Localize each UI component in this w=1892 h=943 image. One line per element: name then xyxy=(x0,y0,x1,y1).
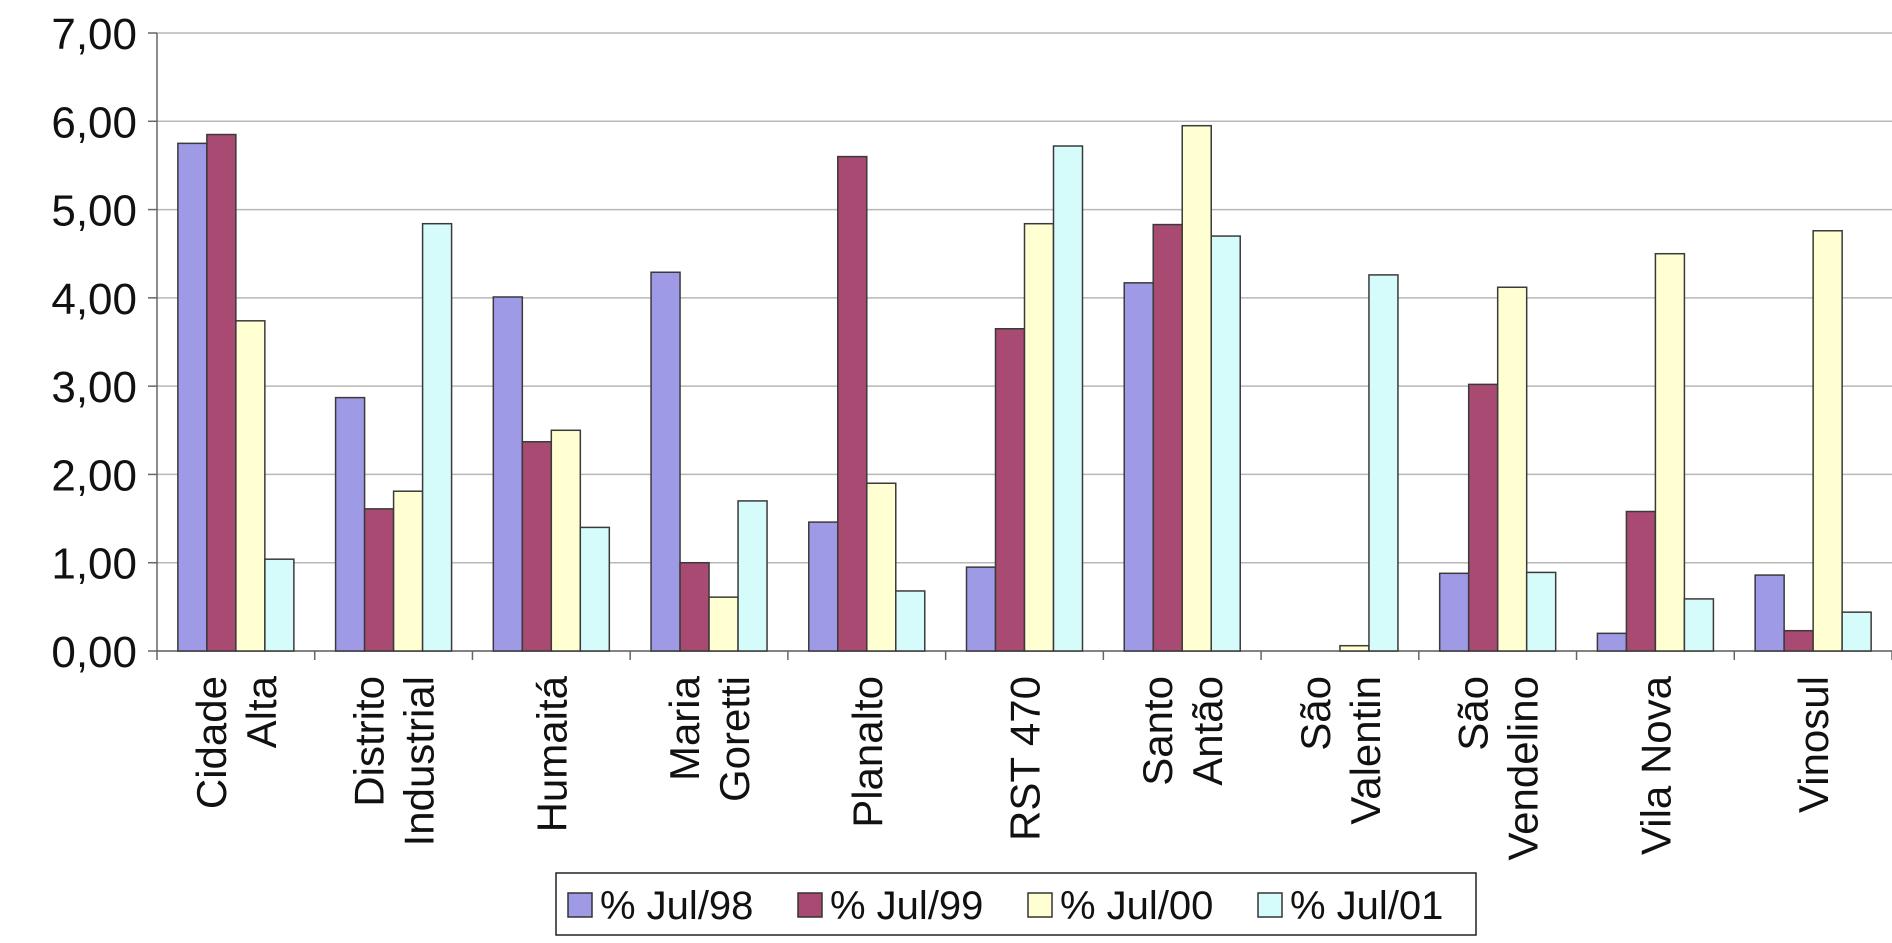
y-tick-label: 5,00 xyxy=(51,187,137,236)
bar-3-series-2 xyxy=(521,441,553,652)
bar-10-series-3 xyxy=(1654,252,1686,652)
bar-8-series-4 xyxy=(1368,274,1399,652)
x-category-label: São xyxy=(1450,676,1497,751)
x-category-label: Goretti xyxy=(711,676,758,802)
bar-2-series-2 xyxy=(363,508,395,652)
legend-label: % Jul/99 xyxy=(830,884,983,928)
y-tick-label: 1,00 xyxy=(51,540,137,589)
bar-5-series-2 xyxy=(837,155,868,652)
bar-2-series-1 xyxy=(334,396,366,652)
bar-6-series-4 xyxy=(1052,145,1084,652)
bar-10-series-1 xyxy=(1596,632,1628,652)
bar-2-series-3 xyxy=(392,490,424,652)
bar-6-series-1 xyxy=(965,566,997,652)
bar-6-series-3 xyxy=(1023,222,1055,652)
legend-label: % Jul/98 xyxy=(600,884,753,928)
bar-9-series-2 xyxy=(1467,383,1499,652)
bar-8-series-3 xyxy=(1339,644,1370,652)
y-tick-label: 6,00 xyxy=(51,98,137,147)
legend: % Jul/98 % Jul/99 % Jul/00 % Jul/01 xyxy=(555,872,1477,936)
x-category-label: Santo xyxy=(1134,676,1181,786)
bar-3-series-4 xyxy=(579,526,611,652)
bar-1-series-1 xyxy=(177,142,208,652)
bar-10-series-2 xyxy=(1625,510,1657,652)
bar-7-series-2 xyxy=(1152,223,1183,652)
bar-9-series-1 xyxy=(1438,572,1470,652)
bar-4-series-3 xyxy=(708,596,739,652)
x-category-label: Distrito xyxy=(346,676,393,807)
y-axis-labels: 0,00 1,00 2,00 3,00 4,00 5,00 6,00 7,00 xyxy=(51,10,137,677)
x-category-label: Vendelino xyxy=(1500,676,1547,861)
bar-7-series-1 xyxy=(1123,282,1154,652)
x-category-label: Alta xyxy=(238,675,285,748)
bar-4-series-1 xyxy=(650,271,681,652)
bar-6-series-2 xyxy=(994,328,1026,652)
x-category-label: RST 470 xyxy=(1002,676,1049,841)
legend-label: % Jul/01 xyxy=(1290,884,1443,928)
x-category-label: Vinosul xyxy=(1790,676,1837,813)
y-tick-label: 2,00 xyxy=(51,451,137,500)
bar-5-series-1 xyxy=(808,521,839,652)
y-tick-label: 0,00 xyxy=(51,628,137,677)
x-axis-labels: Cidade Alta Distrito Industrial Humaitá Maria… xyxy=(188,675,1837,860)
bars xyxy=(177,124,1872,652)
x-category-label: São xyxy=(1292,676,1339,751)
legend-swatch xyxy=(797,892,823,918)
bar-4-series-4 xyxy=(737,500,768,652)
bar-11-series-2 xyxy=(1783,629,1814,652)
legend-swatch xyxy=(567,892,593,918)
bar-1-series-2 xyxy=(206,133,237,652)
bar-11-series-1 xyxy=(1754,574,1785,652)
legend-swatch xyxy=(1027,892,1053,918)
bar-10-series-4 xyxy=(1683,598,1715,652)
bar-5-series-3 xyxy=(866,482,897,652)
bar-11-series-3 xyxy=(1812,230,1843,652)
bar-1-series-4 xyxy=(264,558,295,652)
bar-1-series-3 xyxy=(235,320,266,652)
x-category-label: Maria xyxy=(661,675,708,781)
y-tick-label: 7,00 xyxy=(51,10,137,59)
legend-label: % Jul/00 xyxy=(1060,884,1213,928)
y-tick-label: 4,00 xyxy=(51,275,137,324)
bar-3-series-3 xyxy=(550,429,582,652)
x-category-label: Antão xyxy=(1184,676,1231,786)
legend-box xyxy=(555,872,1477,936)
bar-7-series-3 xyxy=(1181,124,1212,652)
bar-11-series-4 xyxy=(1841,611,1872,652)
bar-9-series-4 xyxy=(1525,571,1557,652)
x-category-label: Humaitá xyxy=(528,675,575,832)
x-category-label: Planalto xyxy=(844,676,891,828)
bar-9-series-3 xyxy=(1496,286,1528,652)
x-category-label: Industrial xyxy=(396,676,443,846)
bar-3-series-1 xyxy=(492,296,524,652)
x-category-label: Valentin xyxy=(1342,676,1389,825)
bar-2-series-4 xyxy=(421,222,453,652)
y-tick-label: 3,00 xyxy=(51,363,137,412)
bar-4-series-2 xyxy=(679,561,710,652)
bar-5-series-4 xyxy=(895,590,926,652)
legend-swatch xyxy=(1257,892,1283,918)
x-category-label: Vila Nova xyxy=(1632,675,1679,855)
x-category-label: Cidade xyxy=(188,676,235,809)
bar-7-series-4 xyxy=(1210,235,1241,652)
